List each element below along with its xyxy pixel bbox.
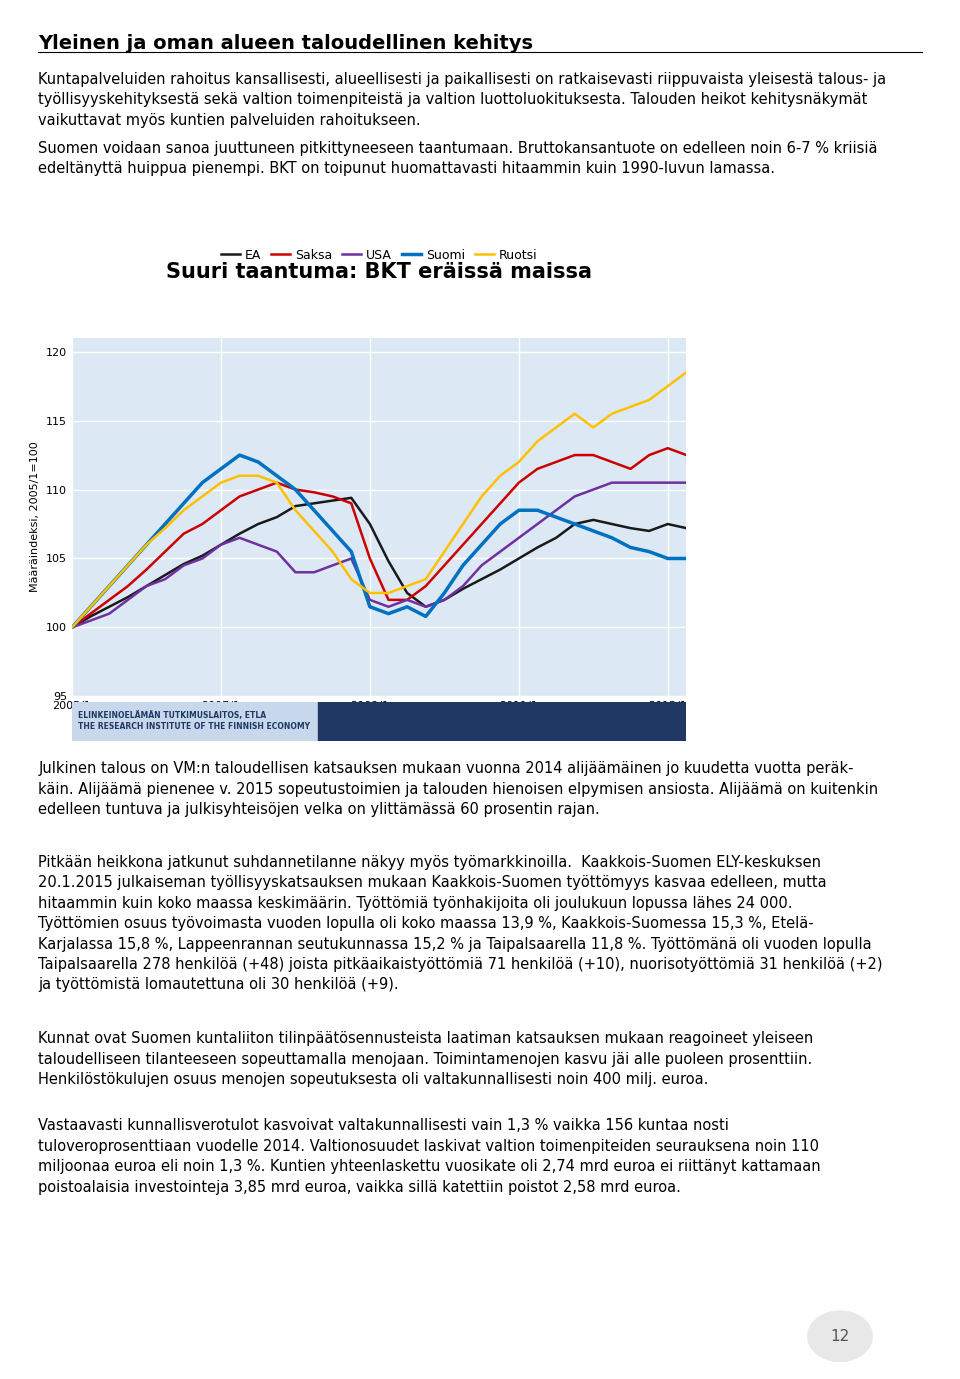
Text: Suuri taantuma: BKT eräissä maissa: Suuri taantuma: BKT eräissä maissa (166, 262, 592, 283)
Bar (318, 702, 686, 741)
Bar (72, 702, 318, 741)
Text: ELINKEINOELÄMÄN TUTKIMUSLAITOS, ETLA
THE RESEARCH INSTITUTE OF THE FINNISH ECONO: ELINKEINOELÄMÄN TUTKIMUSLAITOS, ETLA THE… (78, 712, 310, 731)
Text: Suomen voidaan sanoa juuttuneen pitkittyneeseen taantumaan. Bruttokansantuote on: Suomen voidaan sanoa juuttuneen pitkitty… (38, 141, 877, 177)
Text: Kunnat ovat Suomen kuntaliiton tilinpäätösennusteista laatiman katsauksen mukaan: Kunnat ovat Suomen kuntaliiton tilinpäät… (38, 1031, 814, 1087)
Text: Pitkään heikkona jatkunut suhdannetilanne näkyy myös työmarkkinoilla.  Kaakkois-: Pitkään heikkona jatkunut suhdannetilann… (38, 855, 883, 993)
Circle shape (807, 1311, 873, 1361)
Text: Vastaavasti kunnallisverotulot kasvoivat valtakunnallisesti vain 1,3 % vaikka 15: Vastaavasti kunnallisverotulot kasvoivat… (38, 1118, 821, 1194)
Text: Kuntapalveluiden rahoitus kansallisesti, alueellisesti ja paikallisesti on ratka: Kuntapalveluiden rahoitus kansallisesti,… (38, 72, 886, 127)
Legend: EA, Saksa, USA, Suomi, Ruotsi: EA, Saksa, USA, Suomi, Ruotsi (216, 244, 542, 266)
Y-axis label: Määräindeksi, 2005/1=100: Määräindeksi, 2005/1=100 (31, 441, 40, 593)
Text: Yleinen ja oman alueen taloudellinen kehitys: Yleinen ja oman alueen taloudellinen keh… (38, 34, 534, 54)
Text: 12: 12 (830, 1329, 850, 1343)
Text: Julkinen talous on VM:n taloudellisen katsauksen mukaan vuonna 2014 alijäämäinen: Julkinen talous on VM:n taloudellisen ka… (38, 761, 878, 816)
